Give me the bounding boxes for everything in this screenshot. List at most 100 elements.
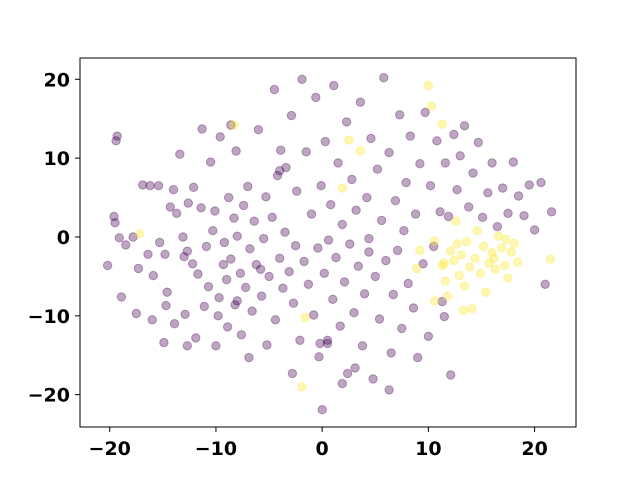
- scatter-point-s1-39: [512, 257, 523, 267]
- scatter-point-s0-112: [353, 261, 363, 271]
- scatter-point-s1-46: [430, 296, 440, 306]
- scatter-point-s0-181: [179, 252, 189, 262]
- scatter-point-s0-89: [309, 310, 319, 320]
- scatter-point-s0-116: [362, 192, 372, 203]
- scatter-point-s1-40: [439, 258, 449, 268]
- scatter-point-s0-45: [219, 237, 230, 248]
- scatter-point-s0-25: [178, 232, 188, 242]
- scatter-point-s0-60: [247, 306, 257, 316]
- scatter-point-s0-189: [384, 385, 394, 395]
- scatter-point-s0-37: [203, 282, 214, 292]
- scatter-point-s0-144: [425, 181, 436, 191]
- scatter-point-s0-79: [286, 110, 297, 121]
- scatter-point-s0-149: [440, 158, 451, 168]
- scatter-point-s0-147: [435, 207, 445, 217]
- scatter-point-s0-152: [449, 129, 459, 140]
- x-tick-label: 20: [521, 438, 547, 460]
- scatter-point-s0-31: [191, 333, 201, 343]
- scatter-point-s0-166: [513, 191, 524, 201]
- scatter-point-s0-90: [311, 92, 321, 103]
- scatter-point-s0-13: [148, 270, 159, 281]
- scatter-point-s0-44: [218, 259, 229, 270]
- scatter-point-s0-157: [468, 168, 478, 178]
- scatter-point-s0-118: [366, 133, 376, 144]
- scatter-point-s1-23: [465, 262, 475, 272]
- scatter-point-s0-98: [326, 200, 336, 210]
- scatter-point-s1-32: [490, 264, 500, 274]
- scatter-point-s0-85: [299, 256, 309, 267]
- scatter-point-s0-29: [187, 259, 198, 269]
- scatter-point-s0-88: [306, 209, 317, 219]
- scatter-point-s0-83: [295, 335, 305, 345]
- scatter-point-s0-59: [245, 244, 255, 254]
- scatter-point-s0-9: [133, 263, 144, 274]
- scatter-point-s0-137: [408, 303, 419, 313]
- scatter-point-s0-183: [350, 363, 360, 373]
- scatter-point-s0-20: [165, 202, 176, 212]
- scatter-point-s0-160: [483, 188, 493, 198]
- scatter-point-s0-58: [243, 181, 253, 192]
- scatter-point-s0-156: [464, 202, 474, 212]
- scatter-point-s0-170: [536, 177, 546, 188]
- scatter-point-s0-124: [379, 73, 389, 83]
- scatter-point-s1-16: [446, 246, 456, 256]
- scatter-point-s0-64: [256, 291, 267, 301]
- scatter-point-s0-102: [333, 158, 343, 168]
- scatter-point-s0-188: [337, 378, 347, 389]
- scatter-point-s0-180: [147, 315, 157, 325]
- scatter-point-s0-24: [175, 149, 185, 159]
- scatter-point-s0-42: [213, 311, 223, 321]
- scatter-point-s1-30: [484, 258, 494, 268]
- scatter-point-s0-27: [182, 246, 193, 256]
- scatter-point-s1-12: [430, 236, 440, 246]
- scatter-point-s0-126: [384, 147, 394, 158]
- scatter-point-s0-62: [251, 259, 261, 270]
- scatter-point-s0-12: [145, 181, 155, 191]
- scatter-point-s0-7: [121, 240, 131, 250]
- scatter-point-s0-28: [182, 341, 193, 351]
- scatter-point-s0-185: [183, 198, 194, 208]
- scatter-point-s0-57: [241, 282, 251, 293]
- scatter-point-s1-10: [412, 263, 422, 274]
- scatter-point-s0-61: [249, 216, 259, 226]
- scatter-point-s0-23: [172, 208, 182, 219]
- y-axis: −20 −10 0 10 20: [28, 69, 80, 407]
- scatter-point-s0-0: [112, 131, 122, 141]
- scatter-point-s0-162: [492, 222, 503, 232]
- scatter-point-s1-1: [229, 120, 239, 130]
- scatter-point-s0-136: [405, 131, 415, 141]
- scatter-point-s1-25: [470, 253, 480, 263]
- scatter-point-s0-177: [315, 338, 325, 349]
- scatter-point-s0-106: [341, 117, 352, 127]
- scatter-point-s0-22: [169, 319, 180, 329]
- scatter-point-s0-109: [347, 174, 357, 185]
- scatter-point-s0-148: [437, 296, 447, 307]
- scatter-point-s1-11: [415, 245, 425, 256]
- scatter-point-s0-123: [376, 215, 387, 226]
- scatter-point-s0-143: [423, 331, 434, 341]
- scatter-point-s1-7: [423, 80, 434, 91]
- scatter-point-s0-82: [292, 186, 302, 196]
- scatter-point-s1-41: [452, 239, 462, 249]
- scatter-point-s0-161: [487, 158, 497, 168]
- scatter-point-s0-73: [275, 253, 285, 263]
- scatter-point-s0-53: [232, 231, 242, 241]
- scatter-point-s0-86: [301, 147, 311, 157]
- scatter-point-s1-6: [355, 146, 366, 156]
- scatter-point-s0-68: [264, 271, 274, 282]
- scatter-point-s1-22: [461, 237, 472, 247]
- scatter-point-s0-40: [210, 206, 220, 216]
- scatter-point-s0-186: [215, 132, 225, 142]
- scatter-point-s0-56: [238, 200, 249, 211]
- scatter-point-s1-33: [493, 231, 504, 241]
- scatter-point-s0-182: [244, 352, 254, 363]
- scatter-point-s0-175: [255, 264, 266, 274]
- scatter-point-s0-66: [261, 192, 271, 202]
- scatter-point-s0-93: [316, 181, 326, 191]
- scatter-point-s0-71: [270, 315, 281, 325]
- scatter-point-s0-125: [381, 255, 391, 266]
- scatter-point-s0-127: [386, 348, 396, 358]
- scatter-point-s0-165: [508, 157, 518, 167]
- scatter-point-s0-43: [214, 293, 224, 303]
